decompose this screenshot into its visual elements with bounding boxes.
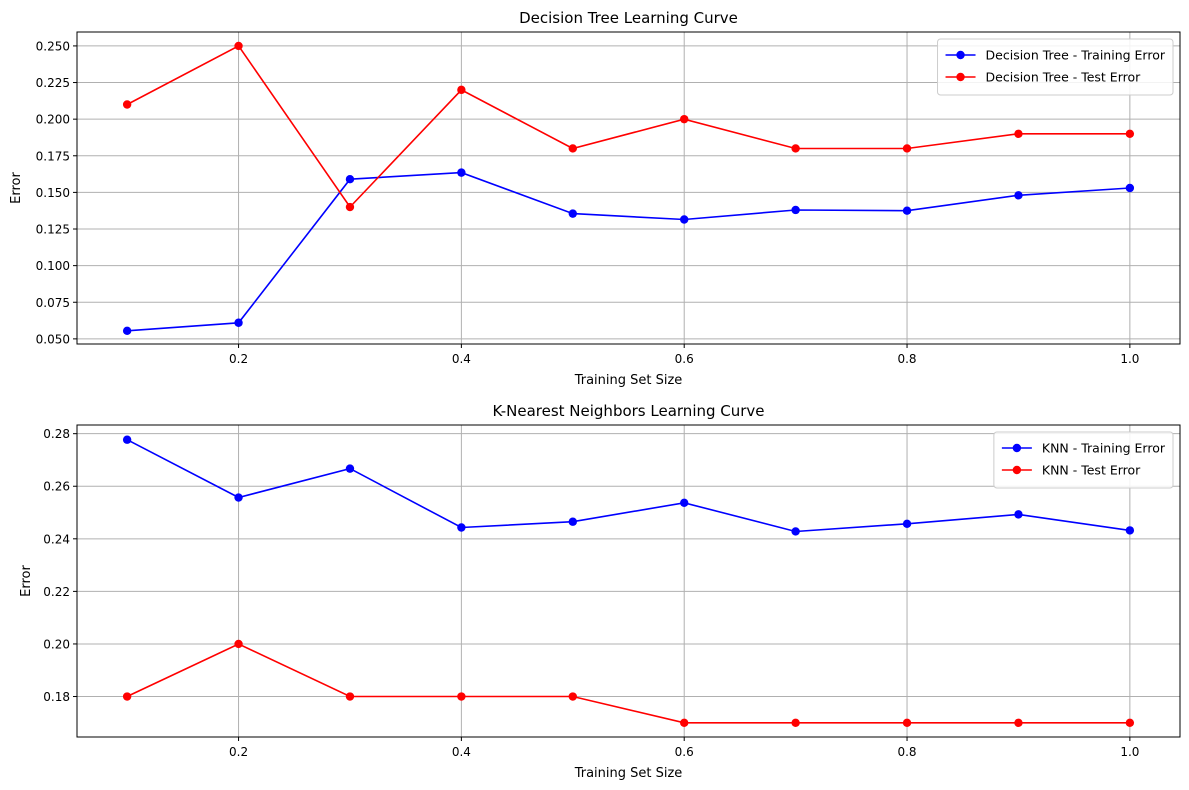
chart-title: K-Nearest Neighbors Learning Curve xyxy=(492,402,764,420)
y-tick-label: 0.26 xyxy=(43,480,70,494)
data-point xyxy=(568,209,577,218)
data-point xyxy=(902,519,912,529)
x-axis-label: Training Set Size xyxy=(574,766,683,781)
series-training-error xyxy=(122,435,1135,536)
x-tick-label: 0.4 xyxy=(452,352,471,366)
legend: KNN - Training Error KNN - Test Error xyxy=(993,431,1174,489)
data-point xyxy=(568,144,577,153)
x-tick-label: 0.8 xyxy=(897,352,916,366)
y-tick-label: 0.075 xyxy=(36,296,70,310)
y-tick-label: 0.18 xyxy=(43,690,70,704)
data-point xyxy=(791,205,800,215)
data-point xyxy=(680,215,689,224)
data-point xyxy=(680,498,689,508)
data-point xyxy=(457,168,466,177)
plot-frame xyxy=(76,31,1181,345)
data-point xyxy=(345,202,355,212)
data-point xyxy=(122,692,132,701)
data-point xyxy=(568,517,577,526)
series-line xyxy=(126,44,1130,209)
x-tick-label: 0.2 xyxy=(229,745,248,759)
legend-label: Decision Tree - Test Error xyxy=(986,70,1142,85)
y-tick-label: 0.150 xyxy=(36,186,70,200)
data-point xyxy=(234,41,243,51)
y-tick-label: 0.24 xyxy=(43,532,70,546)
data-point xyxy=(1125,526,1135,535)
data-point xyxy=(122,326,132,336)
data-point xyxy=(234,639,243,649)
data-point xyxy=(1014,191,1023,200)
data-point xyxy=(1014,718,1023,728)
y-tick-label: 0.100 xyxy=(36,259,70,273)
y-tick-label: 0.22 xyxy=(43,585,70,599)
x-tick-label: 0.8 xyxy=(897,745,916,759)
data-point xyxy=(457,85,466,95)
legend-marker xyxy=(1012,443,1022,453)
y-tick-label: 0.125 xyxy=(36,223,70,237)
data-point xyxy=(234,493,243,502)
plot-frame xyxy=(76,424,1181,738)
data-point xyxy=(1125,129,1135,139)
x-axis-label: Training Set Size xyxy=(574,373,683,388)
series-test-error xyxy=(122,41,1135,212)
data-point xyxy=(902,144,912,153)
data-point xyxy=(1014,510,1023,519)
series-line xyxy=(126,438,1131,533)
series-line xyxy=(127,171,1130,332)
y-tick-label: 0.28 xyxy=(43,427,70,441)
x-tick-label: 0.6 xyxy=(675,745,694,759)
data-point xyxy=(345,692,355,701)
data-point xyxy=(791,527,800,536)
legend-marker xyxy=(1012,465,1022,475)
chart-panel-1: 0.2 0.4 0.6 0.8 1.0 0.050 0.075 0.100 0.125 0.150… xyxy=(9,9,1181,388)
data-point xyxy=(122,435,132,444)
chart-title: Decision Tree Learning Curve xyxy=(519,9,738,27)
data-point xyxy=(457,523,466,532)
data-point xyxy=(1014,129,1023,139)
x-tick-label: 1.0 xyxy=(1120,745,1139,759)
data-point xyxy=(345,175,355,184)
data-point xyxy=(457,692,466,701)
legend-marker xyxy=(956,50,965,60)
data-point xyxy=(902,206,912,215)
data-point xyxy=(791,144,800,153)
x-tick-label: 1.0 xyxy=(1120,352,1139,366)
data-point xyxy=(902,718,912,728)
legend-label: KNN - Training Error xyxy=(1042,441,1166,456)
x-tick-label: 0.6 xyxy=(675,352,694,366)
y-tick-label: 0.200 xyxy=(36,113,70,127)
data-point xyxy=(122,100,132,109)
legend-marker xyxy=(956,72,965,82)
legend-frame xyxy=(937,38,1174,96)
legend-frame xyxy=(993,431,1174,489)
legend-label: Decision Tree - Training Error xyxy=(986,48,1166,63)
series-training-error xyxy=(122,168,1135,336)
data-point xyxy=(680,114,689,124)
y-tick-label: 0.225 xyxy=(36,76,70,90)
data-point xyxy=(568,692,577,701)
y-tick-label: 0.050 xyxy=(36,332,70,346)
series-test-error xyxy=(122,639,1135,728)
data-point xyxy=(1125,718,1135,728)
y-axis-label: Error xyxy=(9,172,24,204)
x-tick-label: 0.2 xyxy=(229,352,248,366)
y-axis-label: Error xyxy=(19,565,34,597)
data-point xyxy=(234,318,243,327)
data-point xyxy=(791,718,800,728)
series-line xyxy=(126,643,1130,724)
data-point xyxy=(345,464,355,473)
x-tick-label: 0.4 xyxy=(452,745,471,759)
legend-label: KNN - Test Error xyxy=(1042,463,1141,478)
y-tick-label: 0.20 xyxy=(43,637,70,651)
data-point xyxy=(680,718,689,728)
legend: Decision Tree - Training Error Decision T… xyxy=(937,38,1174,96)
chart-panel-2: 0.2 0.4 0.6 0.8 1.0 0.18 0.20 0.22 0.24 0.26 0.28 K… xyxy=(19,402,1181,781)
y-tick-label: 0.250 xyxy=(36,39,70,53)
y-tick-label: 0.175 xyxy=(36,149,70,163)
data-point xyxy=(1125,183,1135,193)
